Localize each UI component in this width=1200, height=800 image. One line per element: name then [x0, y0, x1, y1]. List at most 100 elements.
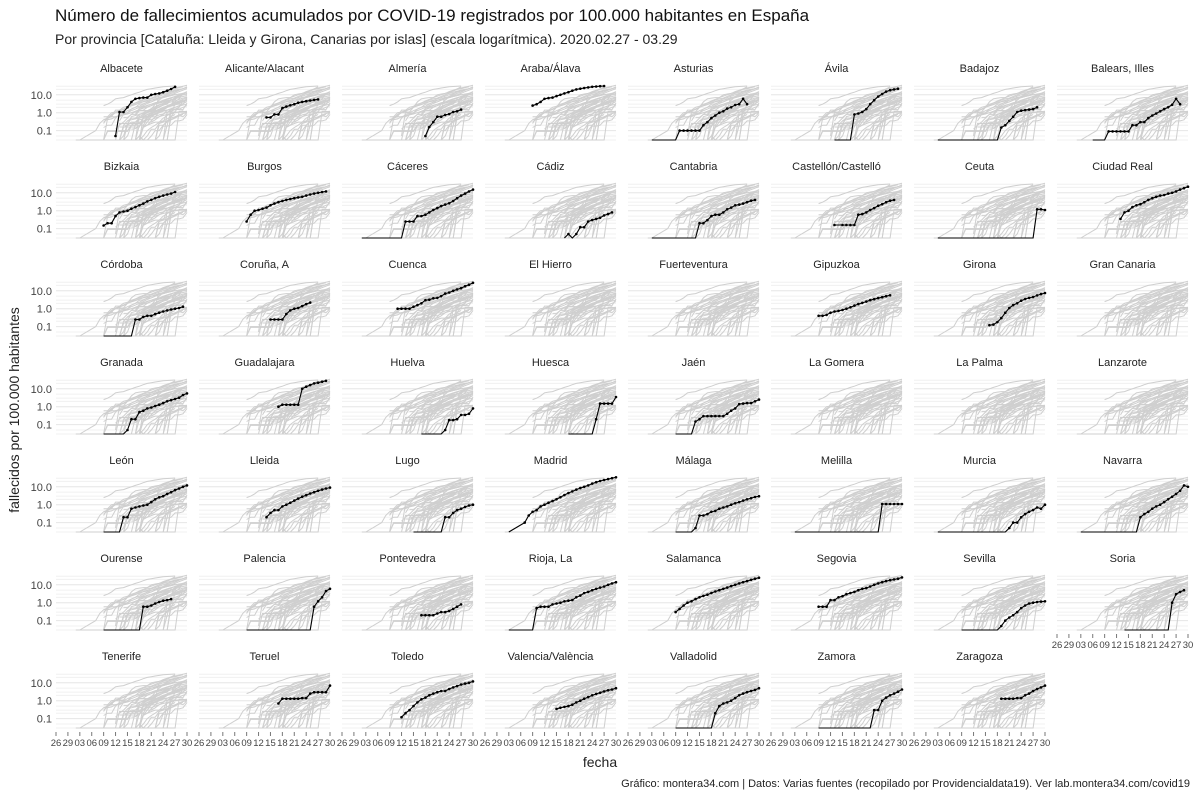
facet-panel: Valencia/València 26 29 03 06 09 12 15 18 21 24 27 3… [480, 651, 622, 749]
background-series-line [1104, 577, 1189, 613]
facet-panel: Girona [914, 259, 1047, 340]
data-point [686, 129, 689, 132]
background-series-line [1136, 407, 1177, 420]
background-series-line [572, 293, 617, 308]
data-point [455, 684, 459, 688]
data-point [293, 499, 296, 502]
data-point [1011, 115, 1015, 118]
data-point [412, 704, 415, 708]
data-point [523, 521, 526, 524]
data-point [138, 96, 141, 100]
facet-panel: Guadalajara [199, 357, 331, 438]
background-series-line [794, 189, 903, 239]
background-series-line [389, 283, 474, 319]
x-tick-label: 12 [1111, 640, 1122, 651]
facet-panel: Almería [342, 63, 474, 144]
background-series-line [675, 101, 760, 141]
background-series-line [961, 85, 1034, 107]
data-point [424, 613, 427, 617]
data-point [698, 221, 701, 225]
data-point [1039, 686, 1043, 689]
background-series-line [278, 407, 319, 420]
x-tick-label: 03 [218, 738, 229, 749]
data-point [432, 208, 435, 212]
background-series-line [365, 483, 474, 533]
data-point [273, 318, 276, 321]
data-point [817, 605, 820, 608]
background-series-line [532, 591, 617, 631]
data-point [150, 406, 153, 409]
data-point [722, 702, 725, 705]
background-series-line [421, 505, 462, 518]
data-point [428, 613, 431, 617]
data-point [161, 494, 165, 498]
data-point [988, 323, 991, 327]
data-point [134, 97, 137, 101]
data-point [455, 417, 459, 421]
data-point [424, 298, 427, 302]
data-point [463, 505, 467, 509]
background-series-line [675, 576, 760, 608]
background-series-line [258, 582, 331, 620]
background-series-line [401, 582, 474, 620]
data-point [1011, 303, 1015, 307]
background-series-line [961, 185, 1046, 221]
x-tick-label: 21 [1147, 640, 1158, 651]
background-series-line [794, 679, 903, 729]
data-point [177, 487, 181, 490]
background-series-line [850, 701, 891, 714]
background-series-line [508, 385, 617, 435]
background-series-line [389, 477, 462, 499]
background-series-line [695, 585, 760, 616]
data-point [610, 688, 614, 691]
x-tick-label: 06 [229, 738, 240, 749]
facet-panel: Huelva [342, 357, 475, 438]
background-series-line [695, 291, 760, 322]
data-point [436, 612, 439, 615]
background-series-line [246, 674, 331, 706]
data-point [1043, 208, 1047, 212]
data-point [277, 405, 280, 409]
background-series-line [564, 113, 605, 126]
data-point [865, 586, 868, 590]
data-point [1119, 217, 1122, 221]
data-point [575, 701, 578, 704]
background-series-line [389, 85, 462, 107]
background-series-line [858, 489, 903, 504]
data-point [285, 503, 288, 507]
background-series-line [1080, 581, 1189, 631]
background-series-line [401, 386, 474, 424]
data-point [1166, 106, 1170, 109]
data-point [316, 98, 320, 101]
data-point [1151, 507, 1154, 511]
data-point [702, 594, 705, 598]
data-point [1039, 208, 1043, 211]
data-point [439, 294, 443, 298]
background-series-line [651, 483, 760, 533]
background-series-line [651, 385, 760, 435]
data-point [300, 195, 304, 199]
background-series-line [1124, 95, 1189, 126]
background-series-line [850, 113, 891, 126]
data-point [590, 482, 594, 485]
background-series-line [540, 674, 617, 702]
data-point [888, 502, 892, 506]
data-point [872, 708, 876, 712]
data-point [606, 583, 610, 587]
data-point [829, 598, 832, 602]
background-series-line [969, 86, 1046, 114]
data-point [436, 690, 439, 694]
x-tick-label: 09 [98, 738, 109, 749]
background-series-line [222, 287, 331, 337]
data-point [300, 304, 304, 308]
data-point [853, 590, 856, 594]
background-series-line [266, 95, 331, 126]
background-series-line [540, 576, 617, 604]
data-point [165, 193, 169, 196]
background-series-line [401, 92, 474, 130]
data-point [686, 601, 689, 604]
facet-label: Pontevedra [379, 553, 436, 565]
data-point [1039, 600, 1043, 603]
data-point [594, 587, 598, 591]
x-tick-label: 06 [372, 738, 383, 749]
